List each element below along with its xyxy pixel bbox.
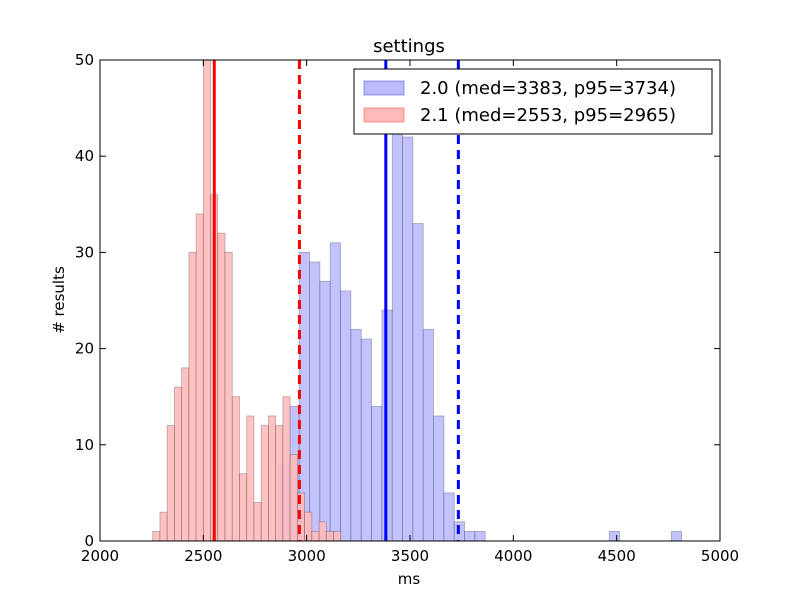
x-tick-label-2: 3000	[288, 547, 326, 565]
histogram-bar-series-1-bin-5	[188, 251, 197, 542]
histogram-bar-series-1-bin-15	[260, 425, 269, 542]
histogram-bar-series-0-bin-8	[360, 338, 372, 542]
reference-lines-layer	[212, 60, 460, 541]
y-tick-label-5: 50	[75, 51, 94, 69]
histogram-bar-series-1-bin-1	[159, 511, 168, 542]
legend-swatch-series-0	[363, 80, 405, 96]
legend-label-series-0: 2.0 (med=3383, p95=3734)	[420, 78, 676, 99]
legend-label-series-1: 2.1 (med=2553, p95=2965)	[420, 105, 676, 126]
histogram-bar-series-0-bin-14	[422, 328, 434, 542]
histogram-bar-series-1-bin-14	[253, 502, 262, 542]
histogram-bar-series-0-bin-18	[464, 530, 476, 542]
chart-title: settings	[373, 36, 445, 57]
histogram-bar-series-0-bin-4	[319, 280, 331, 542]
x-tick-label-0: 2000	[81, 547, 119, 565]
x-tick-label-4: 4000	[494, 547, 532, 565]
y-tick-label-3: 30	[75, 243, 94, 261]
histogram-bar-series-1-bin-12	[239, 473, 248, 542]
histogram-bar-series-0-bin-7	[350, 328, 362, 542]
axis-ticks-layer: 2000 2500 3000 3500 4000 4500 5000 0 10 20 30 40 50	[75, 51, 739, 565]
histogram-bar-series-0-bin-5	[329, 242, 341, 542]
x-tick-label-6: 5000	[701, 547, 739, 565]
histogram-bar-series-1-bin-13	[246, 415, 255, 542]
y-tick-label-4: 40	[75, 147, 94, 165]
histogram-bar-series-0-bin-3	[309, 261, 321, 542]
histogram-bar-series-1-bin-23	[318, 521, 327, 542]
histogram-bar-series-1-bin-19	[289, 454, 298, 542]
histogram-bar-series-1-bin-24	[325, 530, 334, 542]
histogram-bar-series-0-bin-6	[340, 290, 352, 542]
histogram-bar-series-1-bin-16	[268, 415, 277, 542]
legend: 2.0 (med=3383, p95=3734) 2.1 (med=2553, …	[353, 68, 713, 135]
histogram-bar-series-0-bin-9	[371, 405, 383, 542]
legend-box	[353, 68, 713, 135]
histogram-bar-series-1-bin-25	[333, 530, 342, 542]
histogram-bar-series-1-bin-0	[152, 530, 161, 542]
histogram-bar-series-1-bin-3	[173, 386, 183, 542]
histogram-bar-series-1-bin-11	[231, 396, 240, 542]
histogram-bar-series-1-bin-2	[166, 425, 175, 542]
x-axis-label: ms	[398, 570, 421, 588]
histogram-bar-series-1-bin-17	[275, 425, 284, 542]
histogram-bar-series-0-bin-19	[474, 530, 486, 542]
histogram-bar-series-1-bin-9	[217, 232, 226, 542]
y-tick-label-0: 0	[84, 532, 94, 550]
histogram-bar-series-0-bin-11	[391, 98, 403, 542]
histogram-bar-series-0-bin-13	[412, 223, 424, 542]
x-tick-label-1: 2500	[184, 547, 222, 565]
histogram-bar-series-1-bin-18	[282, 396, 291, 542]
legend-swatch-series-1	[363, 107, 405, 123]
histogram-bar-series-1-bin-22	[311, 530, 320, 542]
x-tick-label-3: 3500	[391, 547, 429, 565]
y-tick-label-2: 20	[75, 340, 94, 358]
histogram-bar-series-1-bin-4	[181, 367, 190, 542]
x-tick-label-5: 4500	[598, 547, 636, 565]
y-tick-label-1: 10	[75, 436, 94, 454]
histogram-bar-series-1-bin-10	[224, 251, 233, 542]
y-axis-label: # results	[50, 266, 68, 334]
histogram-bar-series-1-bin-21	[304, 511, 313, 542]
histogram-bar-series-0-bin-20	[608, 530, 620, 542]
histogram-bar-series-0-bin-15	[433, 415, 445, 542]
histogram-bar-series-0-bin-16	[443, 492, 455, 542]
histogram-bar-series-1-bin-6	[195, 213, 204, 542]
histogram-bar-series-0-bin-21	[670, 530, 682, 542]
histogram-bar-series-0-bin-12	[402, 136, 414, 542]
histogram-bar-series-1-bin-7	[202, 59, 211, 542]
